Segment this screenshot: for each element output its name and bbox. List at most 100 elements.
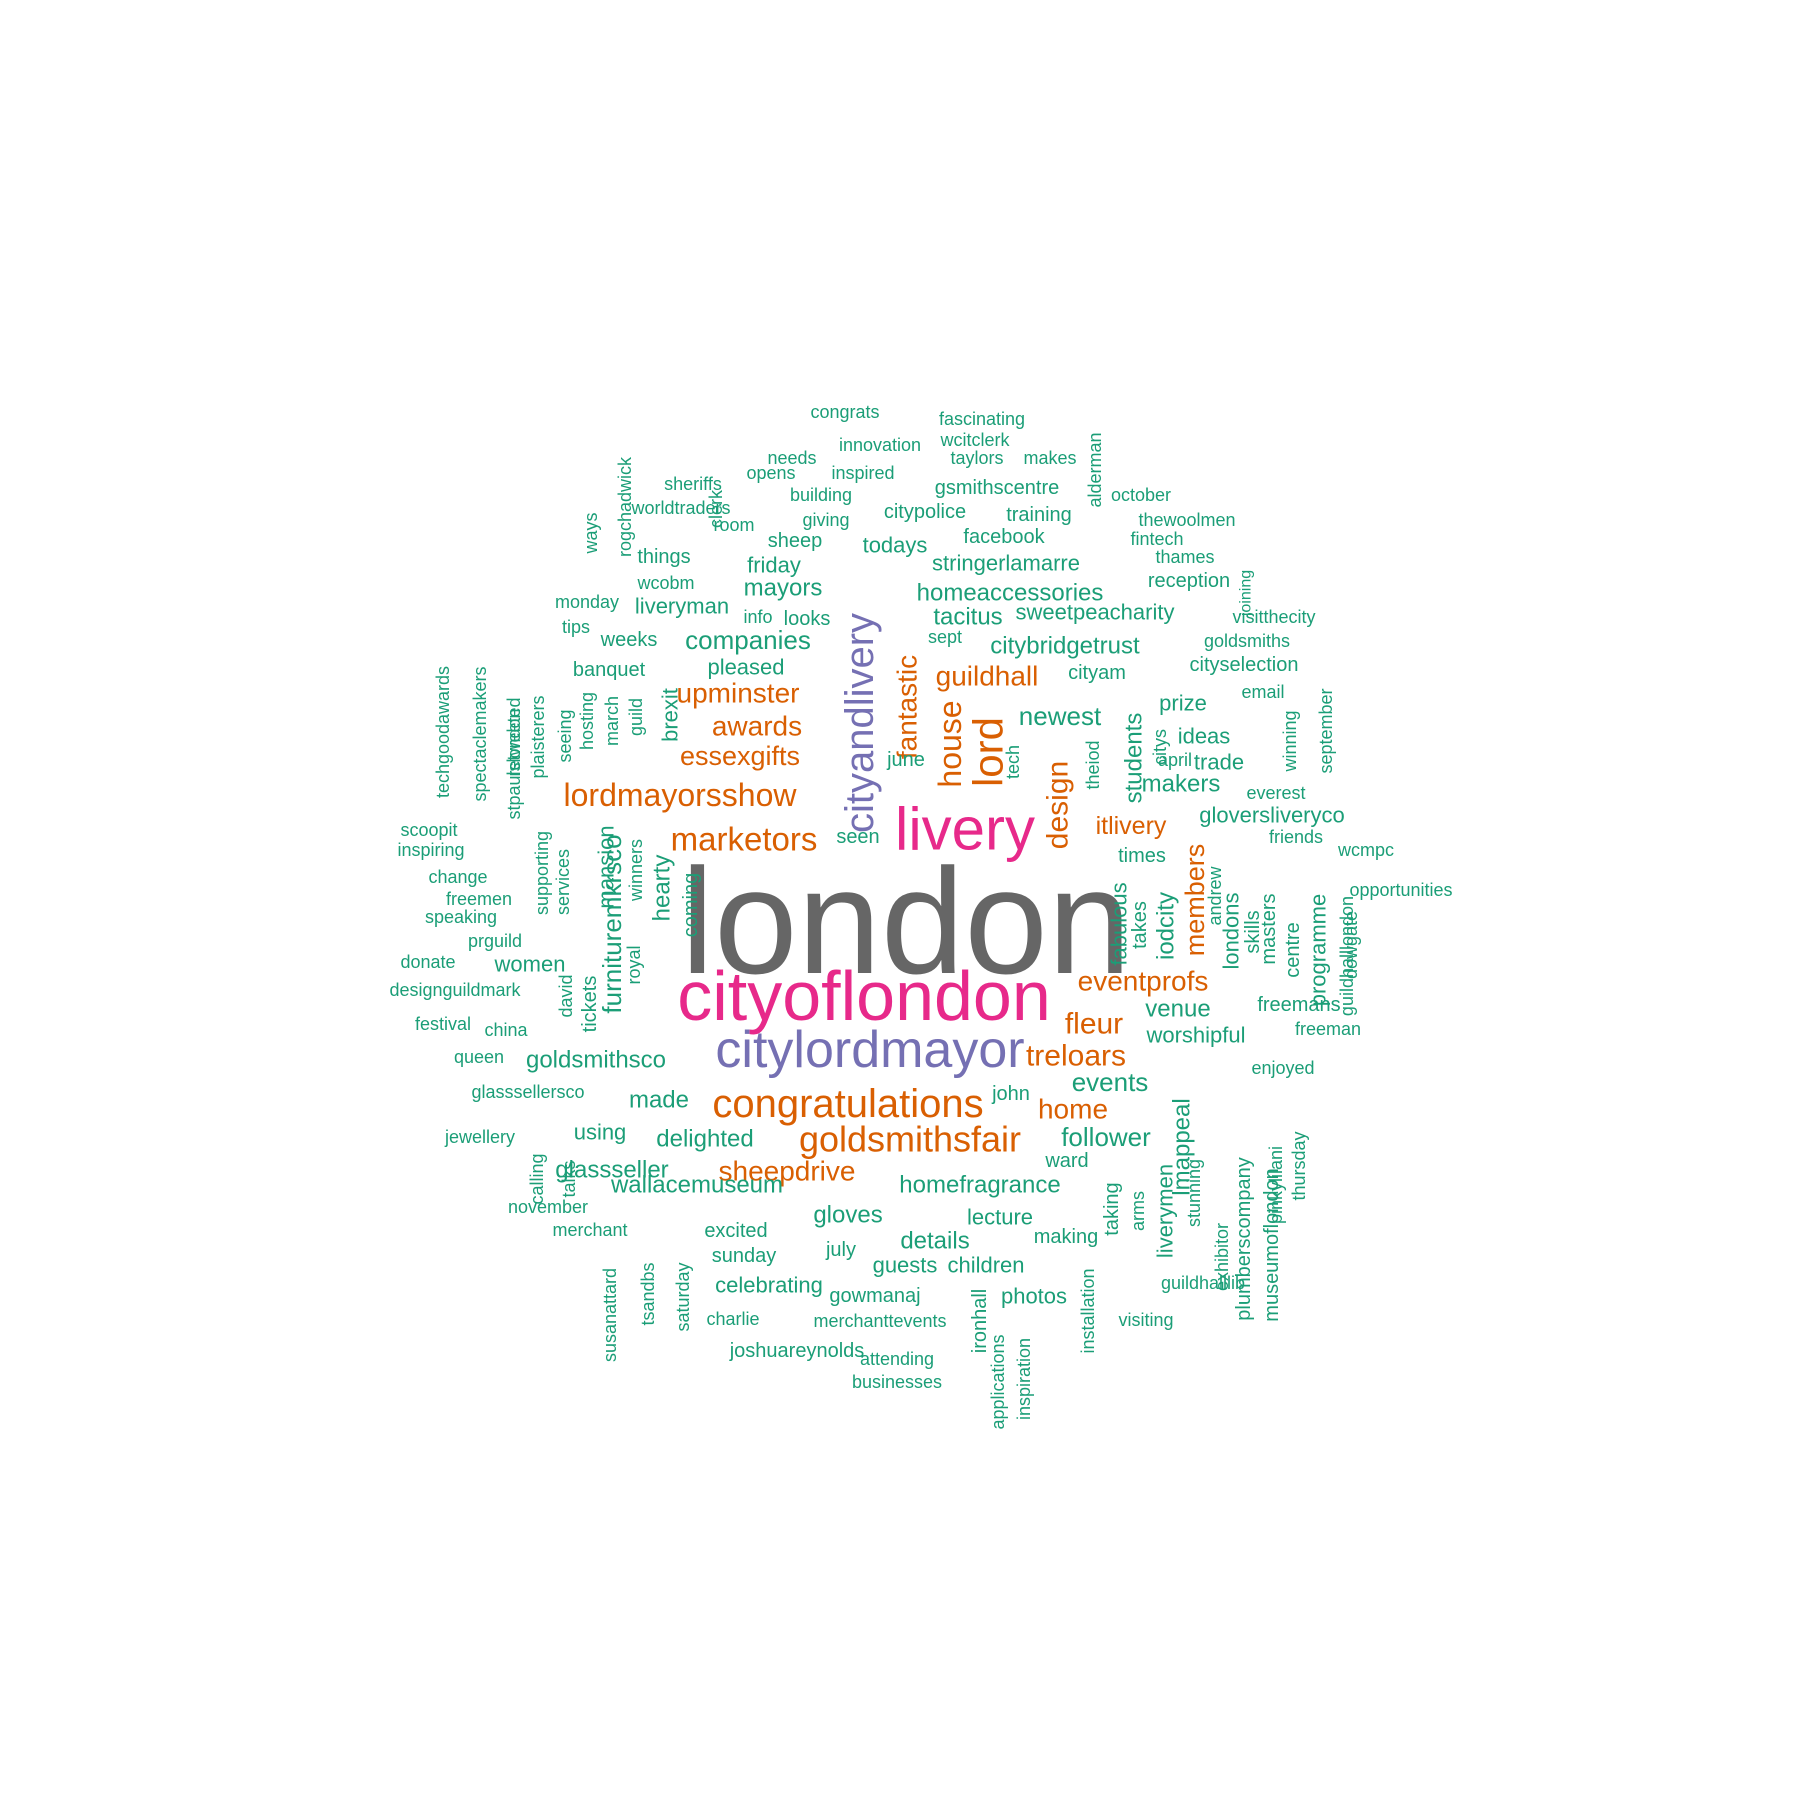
cloud-word: stringerlamarre <box>932 551 1080 576</box>
cloud-word: andrew <box>1205 865 1225 925</box>
cloud-word: everest <box>1246 783 1305 803</box>
cloud-word: fantastic <box>892 655 923 759</box>
cloud-word: programme <box>1306 894 1331 1006</box>
cloud-word: cityselection <box>1190 654 1299 676</box>
cloud-word: fleur <box>1065 1008 1123 1041</box>
cloud-word: gloversliveryco <box>1199 803 1345 828</box>
cloud-word: awards <box>712 711 802 742</box>
cloud-word: tsandbs <box>638 1262 658 1325</box>
cloud-word: citys <box>1150 729 1170 765</box>
cloud-word: innovation <box>839 435 921 455</box>
cloud-word: children <box>947 1253 1024 1278</box>
cloud-word: delighted <box>656 1126 753 1153</box>
cloud-word: centre <box>1282 922 1304 978</box>
cloud-word: photos <box>1001 1284 1067 1309</box>
cloud-word: march <box>602 696 622 746</box>
cloud-word: november <box>508 1197 588 1217</box>
cloud-word: follower <box>1061 1122 1151 1152</box>
cloud-word: cityoflondon <box>677 957 1051 1035</box>
cloud-word: wcobm <box>636 573 694 593</box>
cloud-word: wcitclerk <box>939 430 1010 450</box>
cloud-word: charlie <box>706 1309 759 1329</box>
cloud-word: skills <box>1242 910 1264 953</box>
cloud-word: takes <box>1129 901 1151 949</box>
cloud-word: supporting <box>532 831 552 915</box>
cloud-word: events <box>1072 1067 1149 1097</box>
cloud-word: businesses <box>852 1372 942 1392</box>
cloud-word: prize <box>1159 691 1207 716</box>
cloud-word: guildhalllib <box>1161 1273 1245 1293</box>
cloud-word: seen <box>836 826 879 848</box>
cloud-word: training <box>1006 504 1072 526</box>
cloud-word: talks <box>559 1160 579 1197</box>
cloud-word: scoopit <box>400 820 457 840</box>
cloud-word: banquet <box>573 659 646 681</box>
cloud-word: details <box>900 1228 969 1255</box>
cloud-word: needs <box>767 448 816 468</box>
cloud-word: citylordmayor <box>715 1021 1024 1079</box>
cloud-word: friends <box>1269 827 1323 847</box>
cloud-word: trade <box>1194 750 1244 775</box>
cloud-word: saturday <box>673 1262 693 1331</box>
cloud-word: made <box>629 1087 689 1114</box>
cloud-word: jewellery <box>444 1127 515 1147</box>
cloud-word: citybridgetrust <box>990 633 1140 660</box>
cloud-word: lord <box>965 717 1012 787</box>
cloud-word: giving <box>802 510 849 530</box>
cloud-word: freeman <box>1295 1019 1361 1039</box>
cloud-word: tips <box>562 617 590 637</box>
cloud-word: mayors <box>744 575 823 602</box>
cloud-word: ways <box>581 512 601 554</box>
cloud-word: prguild <box>468 931 522 951</box>
cloud-word: londons <box>1219 892 1244 969</box>
cloud-word: sept <box>928 627 962 647</box>
cloud-word: donate <box>400 952 455 972</box>
cloud-word: furnituremkrsco <box>597 834 627 1013</box>
cloud-word: plumberscompany <box>1233 1157 1255 1320</box>
cloud-word: goldsmiths <box>1204 631 1290 651</box>
cloud-word: liveryman <box>635 594 729 619</box>
cloud-word: celebrating <box>715 1273 823 1298</box>
cloud-word: freemans <box>1257 994 1340 1016</box>
cloud-word: alderman <box>1085 432 1105 507</box>
cloud-word: opens <box>746 463 795 483</box>
cloud-word: looks <box>784 608 831 630</box>
cloud-word: designguildmark <box>389 980 521 1000</box>
cloud-word: fascinating <box>939 409 1025 429</box>
cloud-word: visiting <box>1118 1310 1173 1330</box>
cloud-word: cityandlivery <box>838 613 882 833</box>
cloud-word: ideas <box>1178 724 1231 749</box>
cloud-word: itlivery <box>1096 812 1167 840</box>
cloud-word: tickets <box>579 976 601 1033</box>
cloud-word: using <box>574 1120 627 1145</box>
cloud-word: fabulous <box>1107 882 1132 965</box>
cloud-word: times <box>1118 845 1166 867</box>
cloud-word: plaisterers <box>528 695 548 778</box>
cloud-word: info <box>743 607 772 627</box>
cloud-word: glasssellersco <box>471 1082 584 1102</box>
cloud-word: congrats <box>810 402 879 422</box>
cloud-word: september <box>1316 688 1336 773</box>
cloud-word: applications <box>988 1334 1008 1429</box>
cloud-word: inspiring <box>397 840 464 860</box>
cloud-word: stpaulslondon <box>504 708 524 819</box>
cloud-word: gloves <box>813 1202 882 1229</box>
cloud-word: change <box>428 867 487 887</box>
cloud-word: building <box>790 485 852 505</box>
cloud-word: museumoflondon <box>1261 1168 1283 1321</box>
cloud-word: home <box>1038 1094 1108 1125</box>
cloud-word: thewoolmen <box>1138 510 1235 530</box>
cloud-word: june <box>886 749 925 771</box>
cloud-word: freemen <box>446 889 512 909</box>
cloud-word: monday <box>555 592 619 612</box>
cloud-word: todays <box>863 533 928 558</box>
cloud-word: worshipful <box>1145 1023 1245 1048</box>
cloud-word: john <box>991 1083 1030 1105</box>
cloud-word: taking <box>1101 1182 1123 1235</box>
cloud-word: cityam <box>1068 662 1126 684</box>
cloud-word: installation <box>1078 1268 1098 1353</box>
cloud-word: homeaccessories <box>917 580 1104 607</box>
cloud-word: design <box>1042 761 1075 849</box>
